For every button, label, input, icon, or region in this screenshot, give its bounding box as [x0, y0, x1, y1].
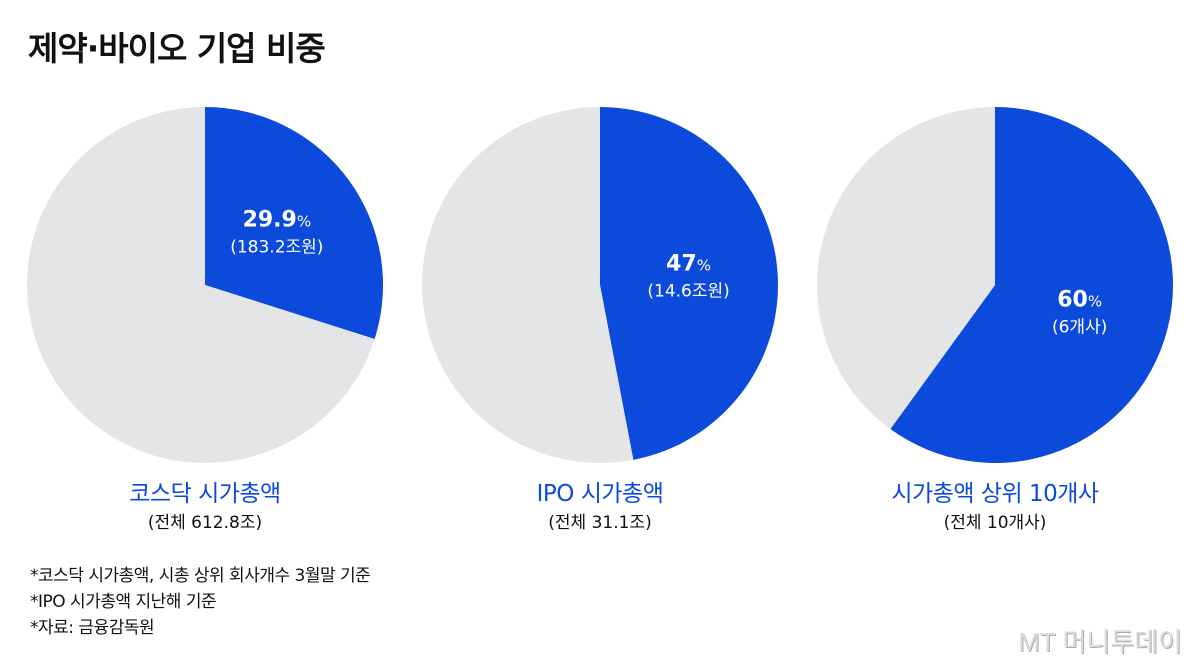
footnotes: *코스닥 시가총액, 시총 상위 회사개수 3월말 기준 *IPO 시가총액 지… [30, 563, 371, 641]
pie-3-category: 시가총액 상위 10개사 [891, 481, 1099, 507]
footnote: *IPO 시가총액 지난해 기준 [30, 592, 217, 612]
pie-1-category: 코스닥 시가총액 [129, 481, 281, 507]
pie-2-slice-rest [422, 107, 634, 463]
pie-2-slice-highlight [600, 107, 779, 460]
pie-3-labels: 시가총액 상위 10개사 (전체 10개사) [845, 474, 1145, 533]
pie-3-detail-label: (6개사) [1052, 318, 1107, 338]
pie-3-percent-label: 60% [1057, 288, 1102, 313]
pie-2-total: (전체 31.1조) [548, 513, 652, 533]
pie-3-slice-rest [816, 107, 995, 430]
pie-1-slice-rest [26, 107, 375, 464]
pie-2-category: IPO 시가총액 [536, 481, 664, 507]
pie-1-labels: 코스닥 시가총액 (전체 612.8조) [55, 474, 355, 533]
pie-1-total: (전체 612.8조) [147, 513, 263, 533]
chart-title: 제약·바이오 기업 비중 [28, 29, 326, 68]
footnote: *코스닥 시가총액, 시총 상위 회사개수 3월말 기준 [30, 566, 371, 586]
pie-2-percent-label: 47% [666, 252, 711, 277]
pie-1-detail-label: (183.2조원) [230, 237, 323, 257]
pie-1-slice-highlight [205, 107, 383, 339]
pie-2-labels: IPO 시가총액 (전체 31.1조) [450, 474, 750, 533]
pie-3-total: (전체 10개사) [943, 513, 1047, 533]
pie-2-detail-label: (14.6조원) [647, 282, 729, 302]
pie-1-percent-label: 29.9% [243, 207, 312, 232]
footnote: *자료: 금융감독원 [30, 618, 155, 638]
pie-3-slice-highlight [890, 107, 1173, 463]
logo: MT 머니투데이 [1018, 627, 1182, 657]
